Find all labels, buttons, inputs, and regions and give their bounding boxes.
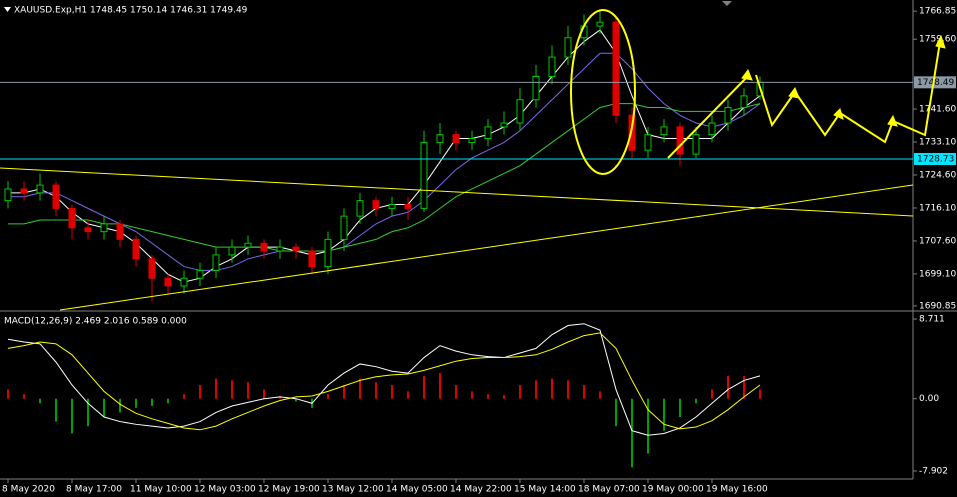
candle-body bbox=[36, 184, 44, 194]
candle-body bbox=[372, 200, 380, 209]
y-tick-label: 8.711 bbox=[919, 315, 945, 325]
candle-body bbox=[244, 242, 252, 248]
candle-body bbox=[660, 126, 668, 136]
chart-title: XAUUSD.Exp,H1 1748.45 1750.14 1746.31 17… bbox=[14, 6, 248, 16]
y-tick-label: 1741.60 bbox=[919, 105, 956, 115]
candle-body bbox=[708, 122, 716, 136]
arrow bbox=[667, 75, 749, 159]
candle-body bbox=[388, 203, 396, 209]
x-tick-label: 18 May 07:00 bbox=[578, 485, 640, 495]
candle-body bbox=[100, 223, 108, 233]
candle-body bbox=[116, 223, 124, 240]
arrow-head bbox=[788, 86, 800, 99]
y-tick-label: 1716.10 bbox=[919, 203, 956, 213]
candle-body bbox=[420, 141, 428, 209]
candle-body bbox=[68, 207, 76, 229]
candle-body bbox=[692, 134, 700, 155]
price-label-box bbox=[914, 152, 956, 165]
macd-title: MACD(12,26,9) 2.469 2.016 0.589 0.000 bbox=[4, 317, 187, 327]
price-label-box bbox=[914, 76, 956, 89]
candle-body bbox=[356, 200, 364, 217]
candle-body bbox=[548, 56, 556, 77]
candle-body bbox=[628, 114, 636, 151]
arrow-head bbox=[887, 114, 898, 127]
x-tick-label: 19 May 00:00 bbox=[642, 485, 704, 495]
candle-body bbox=[452, 134, 460, 143]
candle-body bbox=[164, 277, 172, 287]
x-tick-label: 12 May 03:00 bbox=[194, 485, 256, 495]
candle-body bbox=[308, 250, 316, 268]
price-label: 1728.73 bbox=[917, 154, 954, 164]
arrow bbox=[892, 41, 941, 137]
price-label: 1748.49 bbox=[917, 78, 954, 88]
y-tick-label: 1733.10 bbox=[919, 138, 956, 148]
signal-line bbox=[7, 332, 761, 431]
y-tick-label: 1724.60 bbox=[919, 171, 956, 181]
candle-body bbox=[724, 107, 732, 124]
macd-line bbox=[7, 323, 761, 436]
y-tick-label: 0.00 bbox=[919, 394, 939, 404]
candle-body bbox=[20, 188, 28, 194]
y-tick-label: 1690.85 bbox=[919, 301, 956, 311]
highlight-ellipse bbox=[570, 9, 636, 175]
x-tick-label: 14 May 22:00 bbox=[450, 485, 512, 495]
candle-body bbox=[180, 277, 188, 287]
candle-body bbox=[84, 227, 92, 233]
candle-body bbox=[500, 122, 508, 128]
trend-line bbox=[59, 184, 914, 311]
candle-body bbox=[676, 126, 684, 155]
candle-body bbox=[612, 21, 620, 116]
candle-body bbox=[276, 246, 284, 252]
candle-body bbox=[644, 134, 652, 151]
y-tick-label: -7.902 bbox=[919, 466, 948, 476]
x-tick-label: 8 May 17:00 bbox=[66, 485, 122, 495]
x-tick-label: 19 May 16:00 bbox=[706, 485, 768, 495]
candle-body bbox=[340, 215, 348, 240]
candle-body bbox=[196, 269, 204, 279]
candle-body bbox=[148, 258, 156, 279]
arrow-head bbox=[935, 34, 946, 49]
drawings bbox=[0, 9, 946, 311]
candle-body bbox=[260, 242, 268, 252]
y-tick-label: 1759.60 bbox=[919, 35, 956, 45]
candle-body bbox=[516, 99, 524, 124]
y-tick-label: 1766.85 bbox=[919, 7, 956, 17]
x-tick-label: 11 May 10:00 bbox=[130, 485, 192, 495]
x-tick-label: 15 May 14:00 bbox=[514, 485, 576, 495]
candle-body bbox=[404, 203, 412, 209]
candle-body bbox=[228, 246, 236, 256]
candle-body bbox=[52, 184, 60, 209]
candle-body bbox=[484, 126, 492, 140]
arrow-head bbox=[741, 68, 753, 81]
candle-body bbox=[436, 134, 444, 143]
trend-line bbox=[0, 167, 914, 217]
y-tick-label: 1707.60 bbox=[919, 236, 956, 246]
candle-body bbox=[132, 238, 140, 260]
candle-body bbox=[532, 75, 540, 101]
candle-body bbox=[212, 254, 220, 271]
candle-body bbox=[596, 21, 604, 27]
title-marker bbox=[4, 7, 11, 12]
candle-body bbox=[740, 95, 748, 109]
candle-body bbox=[564, 37, 572, 58]
candle-body bbox=[4, 188, 12, 202]
y-tick-label: 1699.10 bbox=[919, 269, 956, 279]
x-tick-label: 12 May 19:00 bbox=[258, 485, 320, 495]
x-tick-label: 8 May 2020 bbox=[2, 485, 55, 495]
shift-marker bbox=[722, 1, 732, 6]
candle-body bbox=[292, 246, 300, 252]
candle-body bbox=[324, 238, 332, 268]
x-tick-label: 13 May 12:00 bbox=[322, 485, 384, 495]
arrow-head bbox=[833, 108, 844, 120]
arrow bbox=[794, 91, 841, 137]
x-tick-label: 14 May 05:00 bbox=[386, 485, 448, 495]
arrow bbox=[839, 112, 894, 144]
candle-body bbox=[468, 138, 476, 143]
arrow bbox=[755, 74, 796, 128]
